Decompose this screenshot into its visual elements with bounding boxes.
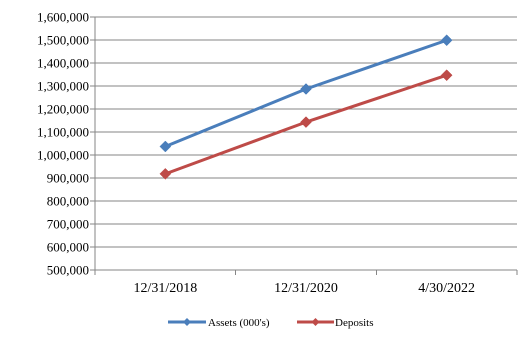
legend-swatch-marker bbox=[311, 318, 320, 326]
y-tick-label: 1,300,000 bbox=[37, 79, 89, 94]
data-point bbox=[159, 168, 172, 180]
y-tick-label: 500,000 bbox=[47, 263, 89, 278]
axes bbox=[90, 16, 518, 275]
y-tick-label: 900,000 bbox=[47, 171, 89, 186]
x-tick-label: 12/31/2018 bbox=[133, 281, 197, 296]
data-point bbox=[159, 140, 172, 153]
y-tick-label: 1,000,000 bbox=[37, 148, 89, 163]
y-tick-label: 1,600,000 bbox=[37, 10, 89, 25]
y-tick-label: 1,200,000 bbox=[37, 102, 89, 117]
data-point bbox=[300, 83, 312, 95]
y-tick-label: 1,400,000 bbox=[37, 56, 89, 71]
y-tick-label: 1,500,000 bbox=[37, 33, 89, 48]
y-tick-label: 700,000 bbox=[47, 217, 89, 232]
legend: Assets (000's) Deposits bbox=[168, 317, 374, 329]
x-tick-label: 12/31/2020 bbox=[274, 281, 338, 296]
y-tick-label: 1,100,000 bbox=[37, 125, 89, 140]
x-tick-label: 4/30/2022 bbox=[418, 281, 475, 296]
y-tick-labels: 500,000 600,000 700,000 800,000 900,000 1,000… bbox=[37, 10, 89, 278]
legend-label: Assets (000's) bbox=[208, 317, 270, 329]
x-tick-labels: 12/31/2018 12/31/2020 4/30/2022 bbox=[133, 281, 475, 296]
data-point bbox=[440, 69, 453, 82]
data-point bbox=[300, 116, 312, 128]
legend-label: Deposits bbox=[335, 317, 374, 329]
legend-swatch-marker bbox=[183, 318, 191, 326]
series bbox=[159, 34, 453, 180]
y-tick-label: 600,000 bbox=[47, 240, 89, 255]
data-point bbox=[440, 34, 453, 47]
gridlines bbox=[95, 16, 517, 248]
y-tick-label: 800,000 bbox=[47, 194, 89, 209]
